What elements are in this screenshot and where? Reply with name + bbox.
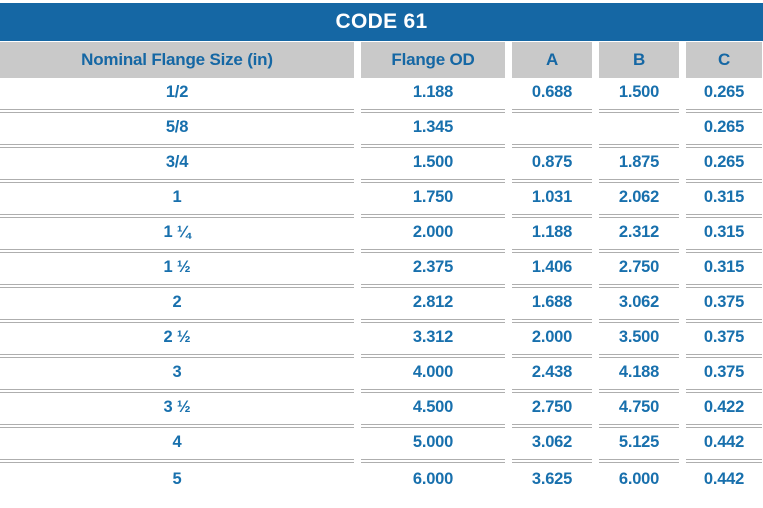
table-row: 2 ½ 3.312 2.000 3.500 0.375 xyxy=(0,323,763,358)
table-cell: 1.406 xyxy=(512,253,592,288)
table-cell: 6.000 xyxy=(412,470,454,488)
table-title-bar: CODE 61 xyxy=(0,3,763,41)
table-cell: 2.438 xyxy=(512,358,592,393)
column-header: A xyxy=(512,42,592,78)
table-cell: 1/2 xyxy=(0,78,354,113)
table-cell: 2.312 xyxy=(599,218,679,253)
table-cell: 6.000 xyxy=(618,470,660,488)
table-cell: 2.062 xyxy=(599,183,679,218)
table-cell: 5 xyxy=(172,470,182,488)
column-header: Nominal Flange Size (in) xyxy=(0,42,354,78)
table-cell: 3.062 xyxy=(599,288,679,323)
table-cell: 3.062 xyxy=(512,428,592,463)
table-cell: 0.442 xyxy=(703,470,745,488)
table-cell: 1.031 xyxy=(512,183,592,218)
table-cell: 2 xyxy=(0,288,354,323)
table-cell: 4.188 xyxy=(599,358,679,393)
table-header-row: Nominal Flange Size (in) Flange OD A B C xyxy=(0,42,763,78)
table-cell: 5.125 xyxy=(599,428,679,463)
table-cell: 1.688 xyxy=(512,288,592,323)
table-row: 3 4.000 2.438 4.188 0.375 xyxy=(0,358,763,393)
table-cell: 1 xyxy=(0,183,354,218)
table-cell: 3/4 xyxy=(0,148,354,183)
table-cell: 3 xyxy=(0,358,354,393)
table-cell: 2.750 xyxy=(599,253,679,288)
table-cell: 1.188 xyxy=(512,218,592,253)
table-cell: 2.375 xyxy=(361,253,505,288)
table-cell: 3.312 xyxy=(361,323,505,358)
table-row: 5 6.000 3.625 6.000 0.442 xyxy=(0,463,763,498)
table-row: 4 5.000 3.062 5.125 0.442 xyxy=(0,428,763,463)
table-cell: 4.750 xyxy=(599,393,679,428)
table-cell: 5.000 xyxy=(361,428,505,463)
table-cell: 0.422 xyxy=(686,393,762,428)
table-cell: 0.688 xyxy=(512,78,592,113)
table-cell: 1.875 xyxy=(599,148,679,183)
table-cell: 2.750 xyxy=(512,393,592,428)
table-cell: 1 ½ xyxy=(0,253,354,288)
table-row: 1/2 1.188 0.688 1.500 0.265 xyxy=(0,78,763,113)
table-cell: 3 ½ xyxy=(0,393,354,428)
table-title: CODE 61 xyxy=(335,10,428,33)
table-cell: 2.000 xyxy=(361,218,505,253)
table-row: 1 ½ 2.375 1.406 2.750 0.315 xyxy=(0,253,763,288)
column-header: B xyxy=(599,42,679,78)
table-row: 3/4 1.500 0.875 1.875 0.265 xyxy=(0,148,763,183)
column-header: C xyxy=(686,42,762,78)
table-cell: 4 xyxy=(0,428,354,463)
table-row: 3 ½ 4.500 2.750 4.750 0.422 xyxy=(0,393,763,428)
table-cell: 2.000 xyxy=(512,323,592,358)
table-cell: 0.265 xyxy=(686,78,762,113)
table-cell: 4.000 xyxy=(361,358,505,393)
table-cell: 0.315 xyxy=(686,253,762,288)
table-cell: 0.315 xyxy=(686,183,762,218)
table-cell: 2 ½ xyxy=(0,323,354,358)
table-cell: 1.750 xyxy=(361,183,505,218)
table-cell: 2.812 xyxy=(361,288,505,323)
table-row: 1 1.750 1.031 2.062 0.315 xyxy=(0,183,763,218)
table-cell: 0.265 xyxy=(686,148,762,183)
table-cell: 1.188 xyxy=(361,78,505,113)
table-cell: 1.500 xyxy=(361,148,505,183)
table-cell: 0.875 xyxy=(512,148,592,183)
table-row: 5/8 1.345 0.265 xyxy=(0,113,763,148)
table-cell: 4.500 xyxy=(361,393,505,428)
table-cell: 0.315 xyxy=(686,218,762,253)
table-row: 2 2.812 1.688 3.062 0.375 xyxy=(0,288,763,323)
table-body: 1/2 1.188 0.688 1.500 0.265 5/8 1.345 0.265 3/4 1… xyxy=(0,78,763,498)
table-cell: 0.375 xyxy=(686,323,762,358)
table-cell: 1.500 xyxy=(599,78,679,113)
table-cell: 0.375 xyxy=(686,358,762,393)
table-cell: 3.500 xyxy=(599,323,679,358)
table-cell xyxy=(512,113,592,148)
table-cell: 1.345 xyxy=(361,113,505,148)
table-row: 1 ¼ 2.000 1.188 2.312 0.315 xyxy=(0,218,763,253)
table-cell: 0.375 xyxy=(686,288,762,323)
table-cell: 0.265 xyxy=(686,113,762,148)
table-cell: 5/8 xyxy=(0,113,354,148)
table-cell: 0.442 xyxy=(686,428,762,463)
column-header: Flange OD xyxy=(361,42,505,78)
table-cell: 3.625 xyxy=(531,470,573,488)
table-cell xyxy=(599,113,679,148)
table-cell: 1 ¼ xyxy=(0,218,354,253)
